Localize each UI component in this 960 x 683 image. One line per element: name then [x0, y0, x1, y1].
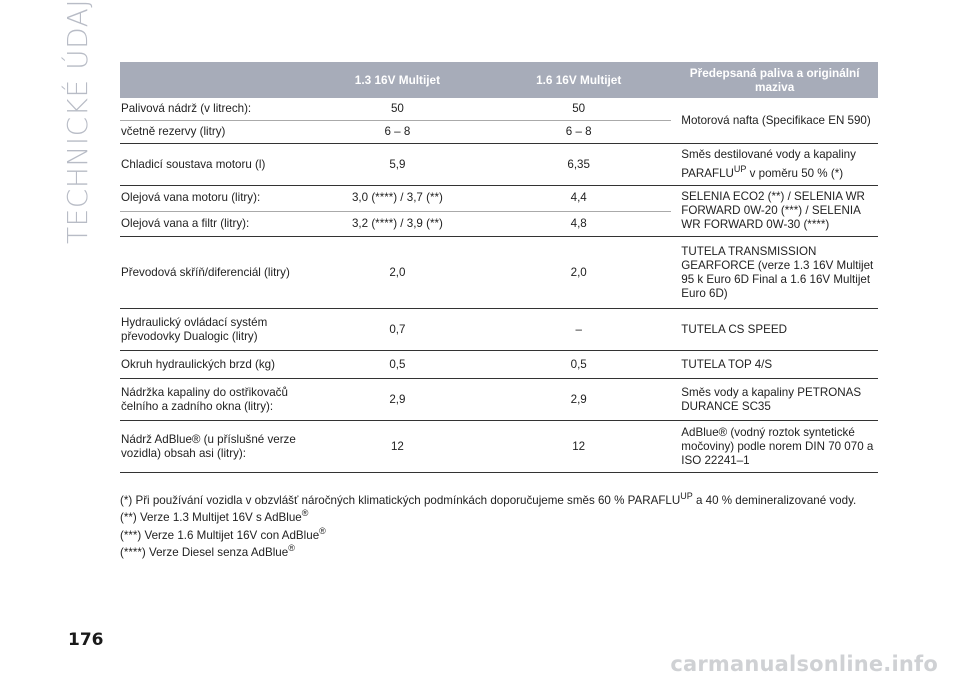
footnote-4-text: (****) Verze Diesel senza AdBlue — [120, 545, 289, 559]
footnote-4: (****) Verze Diesel senza AdBlue® — [120, 542, 880, 559]
table-row: Palivová nádrž (v litrech): 50 50 Motoro… — [120, 98, 878, 144]
registered-mark: ® — [288, 543, 295, 554]
row-value-13: 3,2 (****) / 3,9 (**) — [308, 211, 487, 237]
watermark: carmanualsonline.info — [670, 652, 938, 676]
section-title: TECHNICKÉ ÚDAJE — [61, 0, 94, 244]
row-value-13: 3,0 (****) / 3,7 (**) — [308, 185, 487, 212]
row-value-13: 2,0 — [308, 236, 487, 309]
row-value-13: 12 — [308, 420, 487, 473]
table-row: Okruh hydraulických brzd (kg) 0,5 0,5 TU… — [120, 350, 878, 379]
page-number: 176 — [68, 630, 104, 650]
footnote-3: (***) Verze 1.6 Multijet 16V con AdBlue® — [120, 525, 880, 542]
row-label: Hydraulický ovládací systém převodovky D… — [120, 308, 309, 351]
row-value-16: 2,0 — [486, 236, 672, 309]
registered-mark: ® — [319, 525, 326, 536]
row-value-16: 2,9 — [486, 378, 672, 421]
table-row: Chladicí soustava motoru (l) 5,9 6,35 Sm… — [120, 143, 878, 186]
table-row: včetně rezervy (litry) 6 – 8 6 – 8 — [120, 120, 878, 144]
row-product: TUTELA CS SPEED — [671, 308, 878, 351]
header-1-6-multijet: 1.6 16V Multijet — [486, 62, 672, 98]
coolant-sup: UP — [733, 164, 747, 175]
row-value-16: 0,5 — [486, 350, 672, 379]
header-1-3-multijet: 1.3 16V Multijet — [308, 62, 487, 98]
footnote-2-text: (**) Verze 1.3 Multijet 16V s AdBlue — [120, 511, 302, 525]
row-label: Okruh hydraulických brzd (kg) — [120, 350, 309, 379]
footnote-3-text: (***) Verze 1.6 Multijet 16V con AdBlue — [120, 528, 320, 542]
row-value-16: 6 – 8 — [486, 120, 672, 144]
table-row: Nádržka kapaliny do ostřikovačů čelního … — [120, 378, 878, 421]
row-value-13: 2,9 — [308, 378, 487, 421]
row-product: AdBlue® (vodný roztok syntetické močovin… — [671, 420, 878, 473]
table-row: Olejová vana motoru (litry): 3,0 (****) … — [120, 185, 878, 237]
footnote-1: (*) Při používání vozidla v obzvlášť nár… — [120, 490, 880, 507]
table-row: Olejová vana a filtr (litry): 3,2 (****)… — [120, 211, 878, 237]
row-value-16: 4,4 — [486, 185, 672, 212]
row-value-13: 0,5 — [308, 350, 487, 379]
row-value-16: 4,8 — [486, 211, 672, 237]
coolant-text-post: v poměru 50 % (*) — [746, 166, 844, 180]
row-product: TUTELA TOP 4/S — [671, 350, 878, 379]
row-value-16: 6,35 — [486, 143, 672, 186]
table-header-row: 1.3 16V Multijet 1.6 16V Multijet Předep… — [120, 62, 878, 98]
footnotes: (*) Při používání vozidla v obzvlášť nár… — [120, 490, 880, 559]
row-value-13: 0,7 — [308, 308, 487, 351]
row-product: TUTELA TRANSMISSION GEARFORCE (verze 1.3… — [671, 236, 878, 309]
header-fluids: Předepsaná paliva a originální maziva — [671, 62, 878, 98]
row-label: Převodová skříň/diferenciál (litry) — [120, 236, 309, 309]
row-label: včetně rezervy (litry) — [120, 120, 309, 144]
header-label — [120, 62, 309, 98]
row-value-16: – — [486, 308, 672, 351]
coolant-product: Směs destilované vody a kapaliny PARAFLU… — [671, 143, 878, 186]
row-label: Chladicí soustava motoru (l) — [120, 143, 309, 186]
row-product: Směs vody a kapaliny PETRONAS DURANCE SC… — [671, 378, 878, 421]
footnote-1-sup: UP — [680, 491, 693, 501]
row-label: Olejová vana motoru (litry): — [120, 185, 309, 212]
row-value-13: 6 – 8 — [308, 120, 487, 144]
footnote-2: (**) Verze 1.3 Multijet 16V s AdBlue® — [120, 507, 880, 524]
table-row: Hydraulický ovládací systém převodovky D… — [120, 308, 878, 351]
registered-mark: ® — [301, 508, 309, 519]
footnote-1-text: (*) Při používání vozidla v obzvlášť nár… — [120, 493, 681, 507]
table-row: Nádrž AdBlue® (u příslušné verze vozidla… — [120, 420, 878, 473]
row-value-13: 50 — [308, 98, 487, 121]
row-label: Nádržka kapaliny do ostřikovačů čelního … — [120, 378, 309, 421]
row-value-16: 12 — [486, 420, 672, 473]
row-label: Nádrž AdBlue® (u příslušné verze vozidla… — [120, 420, 309, 473]
row-label: Palivová nádrž (v litrech): — [120, 98, 309, 121]
row-value-13: 5,9 — [308, 143, 487, 186]
coolant-text: Směs destilované vody a kapaliny PARAFLU — [681, 148, 856, 180]
footnote-1-text-post: a 40 % demineralizované vody. — [692, 493, 857, 507]
row-label: Olejová vana a filtr (litry): — [120, 211, 309, 237]
oil-product: SELENIA ECO2 (**) / SELENIA WR FORWARD 0… — [671, 185, 878, 237]
spec-table: 1.3 16V Multijet 1.6 16V Multijet Předep… — [120, 62, 878, 473]
fuel-product: Motorová nafta (Specifikace EN 590) — [671, 98, 878, 144]
table-row: Převodová skříň/diferenciál (litry) 2,0 … — [120, 236, 878, 309]
row-value-16: 50 — [486, 98, 672, 121]
